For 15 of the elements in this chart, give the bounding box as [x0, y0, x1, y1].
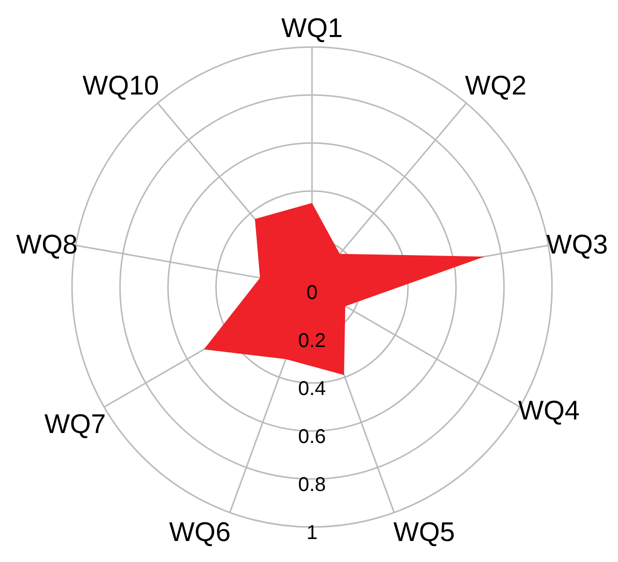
y-tick-label: 0.8	[298, 474, 326, 496]
y-tick-label: 0	[306, 282, 318, 304]
spoke-label: WQ4	[518, 395, 580, 426]
spoke-label: WQ6	[169, 517, 231, 548]
spoke-label: WQ2	[464, 70, 526, 101]
spoke-label: WQ3	[546, 230, 608, 260]
spoke-label: WQ8	[16, 230, 78, 260]
y-tick-label: 1	[306, 522, 318, 544]
spoke-label: WQ7	[44, 408, 106, 439]
y-tick-label: 0.6	[298, 426, 326, 448]
y-tick-label: 0.2	[298, 330, 326, 352]
spoke-label: WQ5	[393, 517, 455, 548]
spoke-label: WQ1	[281, 12, 343, 43]
spoke-label: WQ10	[82, 70, 160, 101]
y-tick-label: 0.4	[298, 378, 326, 400]
